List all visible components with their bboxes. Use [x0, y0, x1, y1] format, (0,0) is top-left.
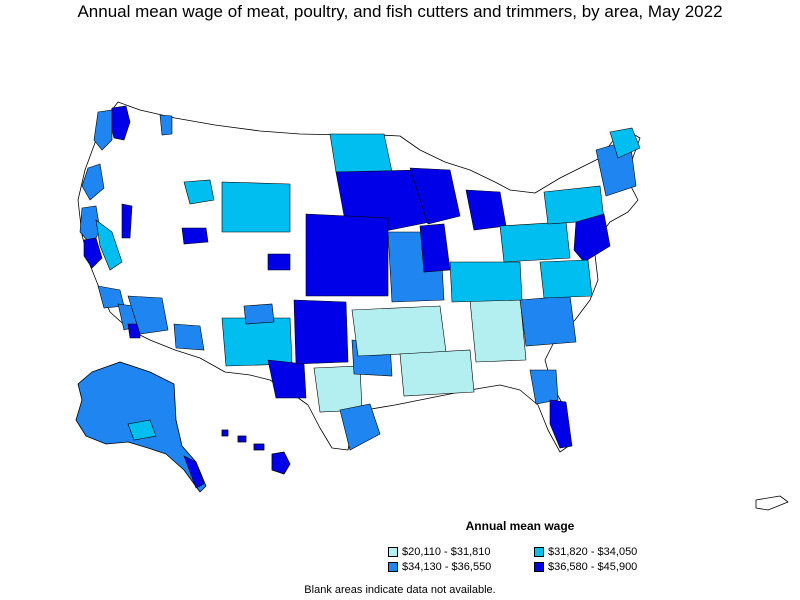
area-north-florida: [529, 369, 559, 405]
area-oregon-coast: [81, 163, 105, 201]
area-kentucky: [449, 261, 523, 303]
legend-label-3: $34,130 - $36,550: [402, 561, 492, 573]
area-sierra-nevada: [121, 203, 133, 239]
area-spokane: [159, 114, 173, 136]
legend-swatch-4: [534, 562, 544, 572]
legend-swatch-2: [534, 547, 544, 557]
area-illinois: [419, 223, 451, 273]
puerto-rico: [755, 495, 789, 511]
legend-label-4: $36,580 - $45,900: [548, 561, 638, 573]
area-south-florida: [549, 399, 573, 449]
legend-label-1: $20,110 - $31,810: [402, 546, 491, 558]
legend-label-2: $31,820 - $34,050: [548, 546, 638, 558]
area-new-mexico: [221, 317, 293, 367]
legend-item-2: $31,820 - $34,050: [534, 546, 637, 558]
hawaii-island-oahu: [237, 435, 247, 443]
legend-swatch-3: [388, 562, 398, 572]
area-idaho: [183, 179, 215, 205]
area-virginia: [539, 259, 593, 299]
area-arkansas-tennessee: [351, 305, 447, 357]
map-title: Annual mean wage of meat, poultry, and f…: [77, 2, 723, 21]
area-alaska-panhandle: [183, 455, 205, 489]
area-salt-lake: [181, 227, 209, 245]
area-ohio-pennsylvania: [499, 221, 571, 263]
area-north-dakota: [329, 133, 393, 173]
area-northeast-corridor: [573, 213, 611, 263]
hawaii-island-large: [271, 451, 291, 475]
area-carolinas: [519, 295, 577, 347]
legend-swatch-1: [388, 547, 398, 557]
area-texas-gulf: [339, 403, 381, 451]
area-tucson: [173, 323, 205, 351]
area-san-diego: [127, 323, 141, 339]
hawaii-island-maui: [253, 443, 265, 451]
area-georgia: [469, 295, 527, 363]
area-wisconsin: [409, 167, 461, 225]
area-western-washington: [93, 109, 113, 151]
area-central-valley: [95, 219, 123, 271]
area-alaska-south: [127, 419, 157, 441]
area-mississippi-alabama: [399, 349, 475, 397]
area-new-mexico-north: [243, 303, 275, 325]
area-maine: [609, 127, 641, 159]
footnote: Blank areas indicate data not available.: [304, 584, 496, 596]
area-west-texas: [267, 359, 307, 399]
legend-item-1: $20,110 - $31,810: [388, 546, 490, 558]
legend-title: Annual mean wage: [465, 519, 575, 533]
legend-item-3: $34,130 - $36,550: [388, 561, 491, 573]
area-kansas-nebraska: [305, 213, 389, 297]
area-oklahoma: [293, 299, 349, 365]
area-denver: [267, 253, 291, 271]
hawaii-island-kauai: [221, 429, 229, 437]
legend-item-4: $36,580 - $45,900: [534, 561, 637, 573]
area-wyoming: [221, 181, 291, 233]
area-bay-area: [83, 237, 103, 269]
area-arizona: [127, 295, 169, 335]
